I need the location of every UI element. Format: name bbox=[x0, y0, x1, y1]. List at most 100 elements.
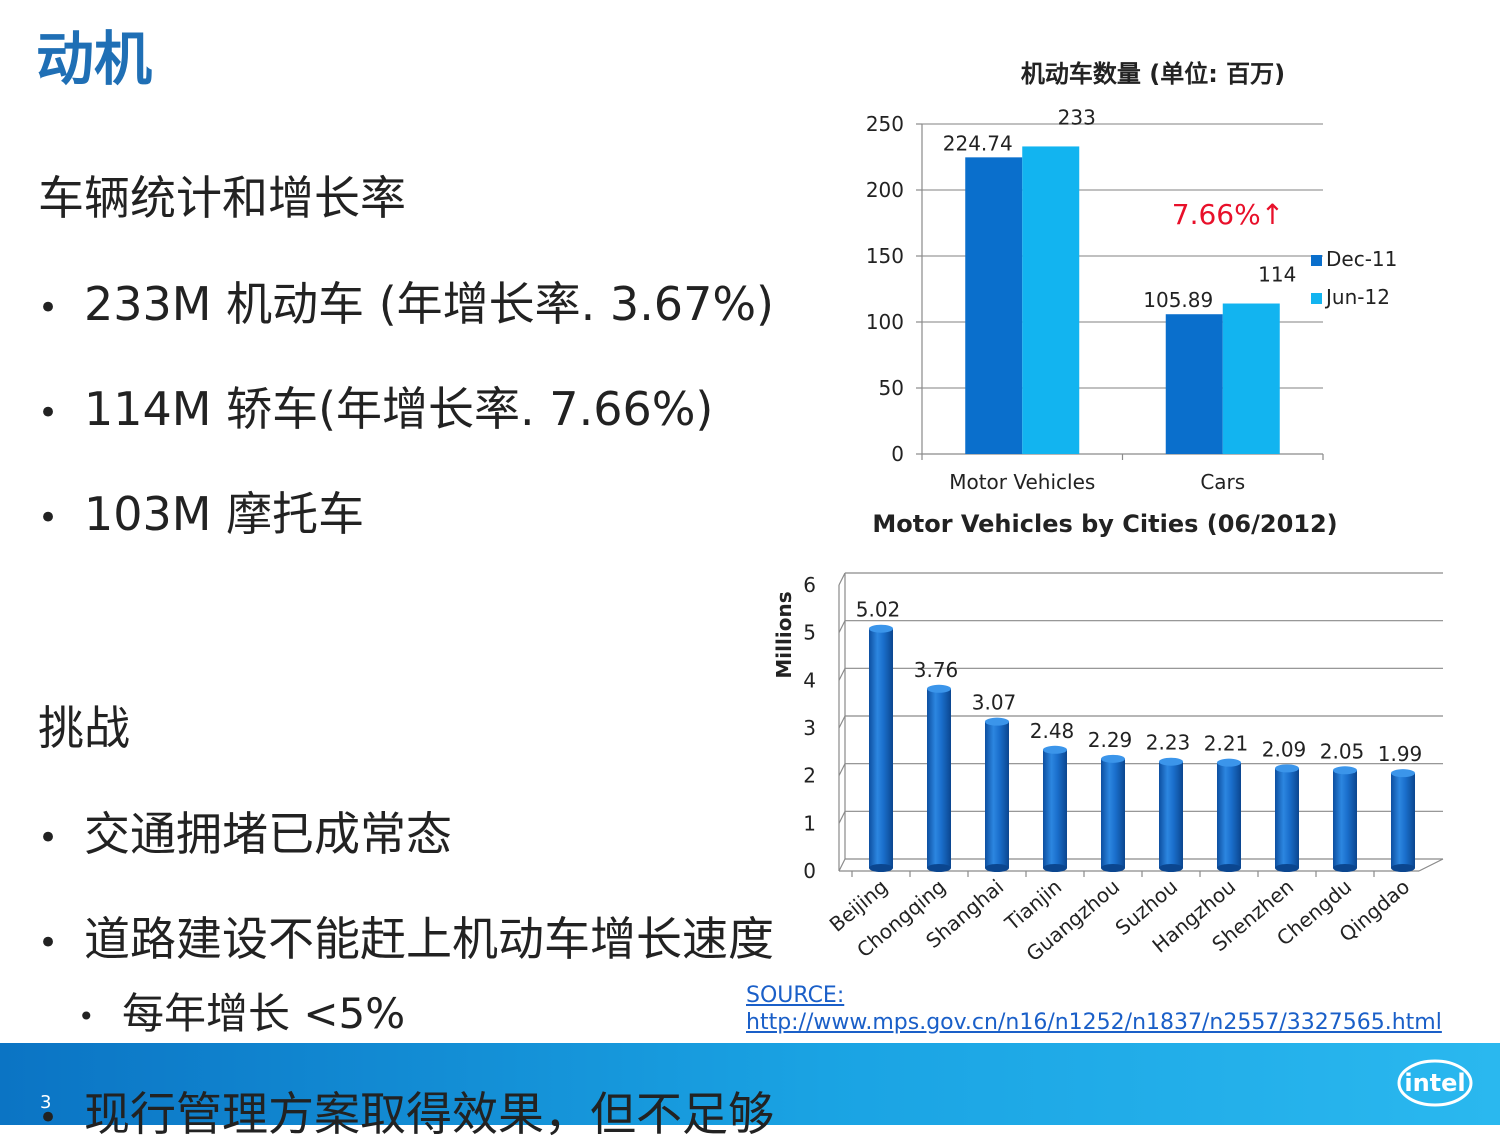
grid-depth-line bbox=[838, 620, 846, 633]
grid-depth-line bbox=[838, 572, 846, 586]
bar bbox=[1101, 758, 1125, 868]
data-label: 233 bbox=[1058, 105, 1096, 129]
bar bbox=[985, 721, 1009, 868]
bullet-management: • 现行管理方案取得效果，但不足够 bbox=[38, 1087, 774, 1141]
bar-top bbox=[927, 684, 951, 693]
x-tick-label: Cars bbox=[1200, 470, 1245, 494]
y-tick-label: 150 bbox=[866, 244, 904, 268]
data-label: 2.05 bbox=[1320, 739, 1365, 763]
bar-base bbox=[1101, 864, 1125, 872]
y-tick-label: 0 bbox=[803, 859, 816, 883]
data-label: 2.23 bbox=[1146, 731, 1191, 755]
bar-top bbox=[1333, 766, 1357, 775]
footer-bar bbox=[0, 1043, 1500, 1125]
y-tick-label: 200 bbox=[866, 178, 904, 202]
y-tick-label: 4 bbox=[803, 668, 816, 692]
bullet-cars: • 114M 轿车(年增长率. 7.66%) bbox=[38, 382, 714, 436]
grid-depth-line bbox=[838, 668, 846, 681]
data-label: 224.74 bbox=[943, 131, 1013, 155]
page-number: 3 bbox=[40, 1092, 52, 1113]
y-tick-label: 0 bbox=[891, 442, 904, 466]
source-label: SOURCE: bbox=[746, 983, 845, 1008]
source-link[interactable]: http://www.mps.gov.cn/n16/n1252/n1837/n2… bbox=[746, 1010, 1442, 1035]
bullet-motor-vehicles: • 233M 机动车 (年增长率. 3.67%) bbox=[38, 277, 774, 331]
bullet-motorcycles: • 103M 摩托车 bbox=[38, 487, 365, 541]
bar-base bbox=[1391, 864, 1415, 872]
data-label: 105.89 bbox=[1143, 288, 1213, 312]
legend-swatch bbox=[1311, 255, 1322, 266]
bar-top bbox=[985, 717, 1009, 726]
bar-base bbox=[1275, 864, 1299, 872]
bullet-congestion: • 交通拥堵已成常态 bbox=[38, 807, 452, 861]
bar-top bbox=[1101, 754, 1125, 763]
grid-depth-line bbox=[838, 858, 846, 872]
bar bbox=[1222, 303, 1280, 454]
y-tick-label: 6 bbox=[803, 573, 816, 597]
data-label: 2.29 bbox=[1088, 728, 1133, 752]
y-tick-label: 100 bbox=[866, 310, 904, 334]
bar bbox=[1165, 314, 1223, 454]
page-title: 动机 bbox=[36, 25, 153, 93]
y-tick-label: 250 bbox=[866, 112, 904, 136]
data-label: 2.09 bbox=[1262, 737, 1307, 761]
grid-depth-line bbox=[838, 763, 846, 776]
bar-base bbox=[869, 864, 893, 872]
legend-label: Dec-11 bbox=[1326, 247, 1397, 271]
bar-top bbox=[1159, 757, 1183, 766]
sub-bullet-growth: • 每年增长 <5% bbox=[78, 989, 406, 1038]
bullet-road-construction: • 道路建设不能赶上机动车增长速度 bbox=[38, 912, 774, 966]
bar-base bbox=[1159, 864, 1183, 872]
bar-base bbox=[1333, 864, 1357, 872]
y-tick-label: 2 bbox=[803, 764, 816, 788]
bar bbox=[1333, 770, 1357, 868]
section-heading-stats: 车辆统计和增长率 bbox=[38, 171, 406, 225]
chart-title: Motor Vehicles by Cities (06/2012) bbox=[872, 510, 1337, 538]
data-label: 3.07 bbox=[972, 691, 1017, 715]
section-heading-challenges: 挑战 bbox=[38, 701, 130, 755]
vehicle-count-chart: 机动车数量 (单位: 百万) 0 50 100 150 200 250 Motor Vehic… bbox=[866, 60, 1398, 494]
city-vehicles-chart: Motor Vehicles by Cities (06/2012) Millio… bbox=[772, 510, 1444, 966]
data-label: 114 bbox=[1258, 263, 1296, 287]
x-tick-label: Motor Vehicles bbox=[949, 470, 1095, 494]
bar bbox=[965, 157, 1023, 454]
bullet-text: 现行管理方案取得效果，但不足够 bbox=[84, 1087, 774, 1141]
bullet-text: 103M 摩托车 bbox=[84, 487, 365, 541]
bar-top bbox=[869, 624, 893, 633]
bar bbox=[869, 628, 893, 868]
bar-top bbox=[1391, 769, 1415, 778]
bar-top bbox=[1217, 758, 1241, 767]
data-label: 5.02 bbox=[856, 598, 901, 622]
data-label: 2.48 bbox=[1030, 719, 1075, 743]
bar bbox=[1275, 768, 1299, 868]
bullet-text: 道路建设不能赶上机动车增长速度 bbox=[84, 912, 774, 966]
source-note: SOURCE: http://www.mps.gov.cn/n16/n1252/… bbox=[746, 982, 1442, 1036]
bullet-text: 233M 机动车 (年增长率. 3.67%) bbox=[84, 277, 774, 331]
y-tick-label: 50 bbox=[879, 376, 904, 400]
logo-text: intel bbox=[1404, 1069, 1465, 1097]
bullet-text: 交通拥堵已成常态 bbox=[84, 807, 452, 861]
y-tick-label: 3 bbox=[803, 716, 816, 740]
bar-base bbox=[927, 864, 951, 872]
bar-base bbox=[1217, 864, 1241, 872]
data-label: 3.76 bbox=[914, 658, 959, 682]
legend-label: Jun-12 bbox=[1324, 285, 1390, 309]
y-axis-label: Millions bbox=[772, 591, 796, 678]
bar bbox=[1391, 773, 1415, 868]
growth-annotation: 7.66%↑ bbox=[1172, 198, 1284, 231]
bar-top bbox=[1275, 764, 1299, 773]
bar-base bbox=[1043, 864, 1067, 872]
data-label: 2.21 bbox=[1204, 732, 1249, 756]
intel-logo: intel bbox=[1397, 1059, 1473, 1107]
bar bbox=[927, 688, 951, 868]
bar bbox=[1217, 762, 1241, 868]
bar bbox=[1022, 146, 1080, 454]
bar bbox=[1159, 761, 1183, 868]
y-tick-label: 5 bbox=[803, 621, 816, 645]
bullet-text: 114M 轿车(年增长率. 7.66%) bbox=[84, 382, 714, 436]
floor-edge bbox=[1418, 858, 1444, 872]
grid-depth-line bbox=[838, 715, 846, 729]
bar-base bbox=[985, 864, 1009, 872]
bar-top bbox=[1043, 745, 1067, 754]
y-tick-label: 1 bbox=[803, 811, 816, 835]
legend-swatch bbox=[1311, 293, 1322, 304]
